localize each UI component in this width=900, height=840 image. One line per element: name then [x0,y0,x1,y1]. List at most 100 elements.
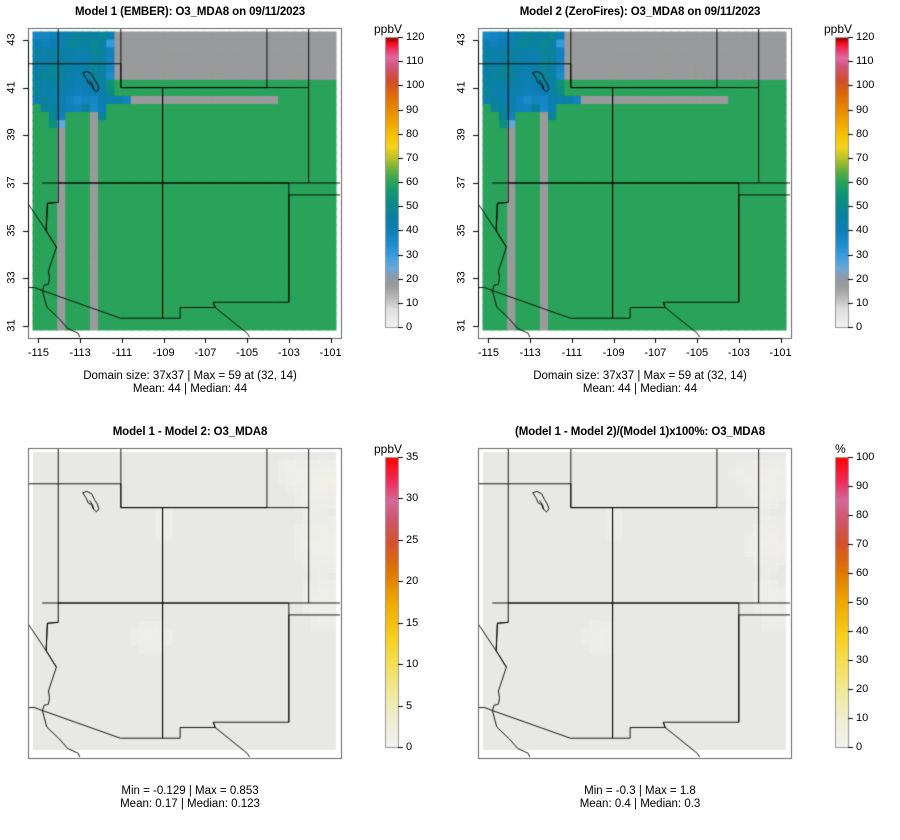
x-axis-tick-label: -107 [194,347,217,359]
x-axis-tick-label: -115 [477,347,500,359]
panel-difference-absolute: Model 1 - Model 2: O3_MDA8 ppbV 0 5 10 15 20 25… [0,420,450,840]
panel-caption: Min = -0.3 | Max = 1.8 Mean: 0.4 | Median… [450,785,830,811]
map-plot-model1-ember [0,0,450,420]
x-axis-tick-label: -111 [111,347,133,359]
colorbar-tick-label: 35 [406,451,419,463]
colorbar-tick-label: 80 [406,127,419,140]
colorbar-tick-label: 110 [406,55,424,68]
x-axis-tick-label: -115 [27,347,50,359]
colorbar-tick-label: 90 [406,103,419,116]
colorbar-tick-label: 10 [856,296,869,309]
colorbar-tick-label: 20 [406,272,419,285]
y-axis-tick-label: 43 [455,33,468,46]
x-axis-tick-label: -107 [644,347,667,359]
x-axis-tick-label: -101 [319,347,342,359]
colorbar-tick-label: 10 [406,296,419,309]
y-axis-tick-label: 37 [5,176,18,189]
y-axis-tick-label: 35 [455,224,468,237]
y-axis-tick-label: 41 [455,80,468,94]
colorbar-tick-label: 30 [856,248,869,261]
colorbar-tick-label: 30 [406,248,419,261]
caption-line-1: Domain size: 37x37 | Max = 59 at (32, 14… [83,370,297,382]
y-axis-tick-label: 33 [5,271,18,284]
colorbar-tick-label: 20 [406,575,419,588]
colorbar-tick-label: 70 [856,538,869,550]
colorbar-unit-label: % [835,442,846,456]
map-plot-difference-percent [450,420,900,840]
caption-line-2: Mean: 0.4 | Median: 0.3 [579,798,701,810]
colorbar-tick-label: 120 [856,31,875,43]
colorbar-unit-label: ppbV [824,22,853,36]
colorbar-tick-label: 100 [856,451,875,463]
x-axis-tick-label: -103 [277,347,300,359]
y-axis-tick-label: 31 [5,319,18,332]
x-axis-tick-label: -105 [236,347,259,359]
colorbar-unit-label: ppbV [374,442,403,456]
panel-caption: Min = -0.129 | Max = 0.853 Mean: 0.17 | M… [0,785,380,811]
colorbar-tick-label: 0 [856,741,863,753]
caption-line-2: Mean: 0.17 | Median: 0.123 [120,798,260,810]
map-plot-difference-absolute [0,420,450,840]
colorbar-tick-label: 90 [856,480,869,492]
colorbar-tick-label: 40 [856,625,869,637]
colorbar-tick-label: 50 [406,200,419,213]
colorbar-tick-label: 100 [856,79,875,92]
panel-title: Model 2 (ZeroFires): O3_MDA8 on 09/11/20… [519,6,761,18]
colorbar-unit-label: ppbV [374,22,403,36]
colorbar-tick-label: 50 [856,200,869,213]
caption-line-1: Domain size: 37x37 | Max = 59 at (32, 14… [533,370,747,382]
colorbar-tick-label: 15 [406,616,419,629]
x-axis-tick-label: -111 [561,347,583,359]
colorbar-tick-label: 40 [856,224,869,237]
y-axis-tick-label: 39 [455,128,468,141]
x-axis-tick-label: -113 [69,347,91,359]
colorbar-tick-label: 120 [406,31,425,43]
panel-model1-ember: Model 1 (EMBER): O3_MDA8 on 09/11/2023 -1… [0,0,450,420]
caption-line-1: Min = -0.3 | Max = 1.8 [584,785,696,797]
colorbar-tick-label: 70 [856,151,869,164]
colorbar-tick-label: 40 [406,224,419,237]
panel-difference-percent: (Model 1 - Model 2)/(Model 1)x100%: O3_M… [450,420,900,840]
x-axis-tick-label: -105 [686,347,709,359]
colorbar-tick-label: 20 [856,272,869,285]
x-axis-tick-label: -103 [727,347,750,359]
caption-line-2: Mean: 44 | Median: 44 [132,383,248,395]
y-axis-tick-label: 37 [455,176,468,189]
y-axis-tick-label: 35 [5,224,18,237]
x-axis-tick-label: -113 [519,347,541,359]
colorbar-tick-label: 25 [406,533,419,546]
y-axis-tick-label: 43 [5,33,18,46]
colorbar-tick-label: 60 [856,176,869,188]
colorbar-tick-label: 70 [406,151,419,164]
panel-caption: Domain size: 37x37 | Max = 59 at (32, 14… [450,370,830,396]
caption-line-1: Min = -0.129 | Max = 0.853 [121,785,259,797]
y-axis-tick-label: 39 [5,128,18,141]
colorbar-tick-label: 0 [406,321,413,333]
panel-model2-zerofires: Model 2 (ZeroFires): O3_MDA8 on 09/11/20… [450,0,900,420]
panel-title: Model 1 - Model 2: O3_MDA8 [112,426,268,438]
y-axis-tick-label: 31 [455,319,468,332]
colorbar-tick-label: 30 [856,654,869,666]
colorbar-tick-label: 0 [856,321,863,333]
x-axis-tick-label: -109 [602,347,625,359]
colorbar-tick-label: 100 [406,79,425,92]
colorbar-tick-label: 80 [856,509,869,521]
map-plot-model2-zerofires [450,0,900,420]
colorbar-tick-label: 5 [406,699,413,712]
x-axis-tick-label: -101 [769,347,792,359]
colorbar-tick-label: 20 [856,683,869,695]
colorbar-tick-label: 30 [406,492,419,505]
colorbar-tick-label: 80 [856,127,869,140]
x-axis-tick-label: -109 [152,347,175,359]
caption-line-2: Mean: 44 | Median: 44 [582,383,698,395]
colorbar-tick-label: 0 [406,741,413,753]
panel-caption: Domain size: 37x37 | Max = 59 at (32, 14… [0,370,380,396]
y-axis-tick-label: 41 [5,80,18,94]
panel-title: Model 1 (EMBER): O3_MDA8 on 09/11/2023 [74,6,306,18]
colorbar-tick-label: 60 [406,176,419,188]
y-axis-tick-label: 33 [455,271,468,284]
colorbar-tick-label: 90 [856,103,869,116]
colorbar-tick-label: 10 [856,712,869,724]
panel-title: (Model 1 - Model 2)/(Model 1)x100%: O3_M… [514,426,766,438]
